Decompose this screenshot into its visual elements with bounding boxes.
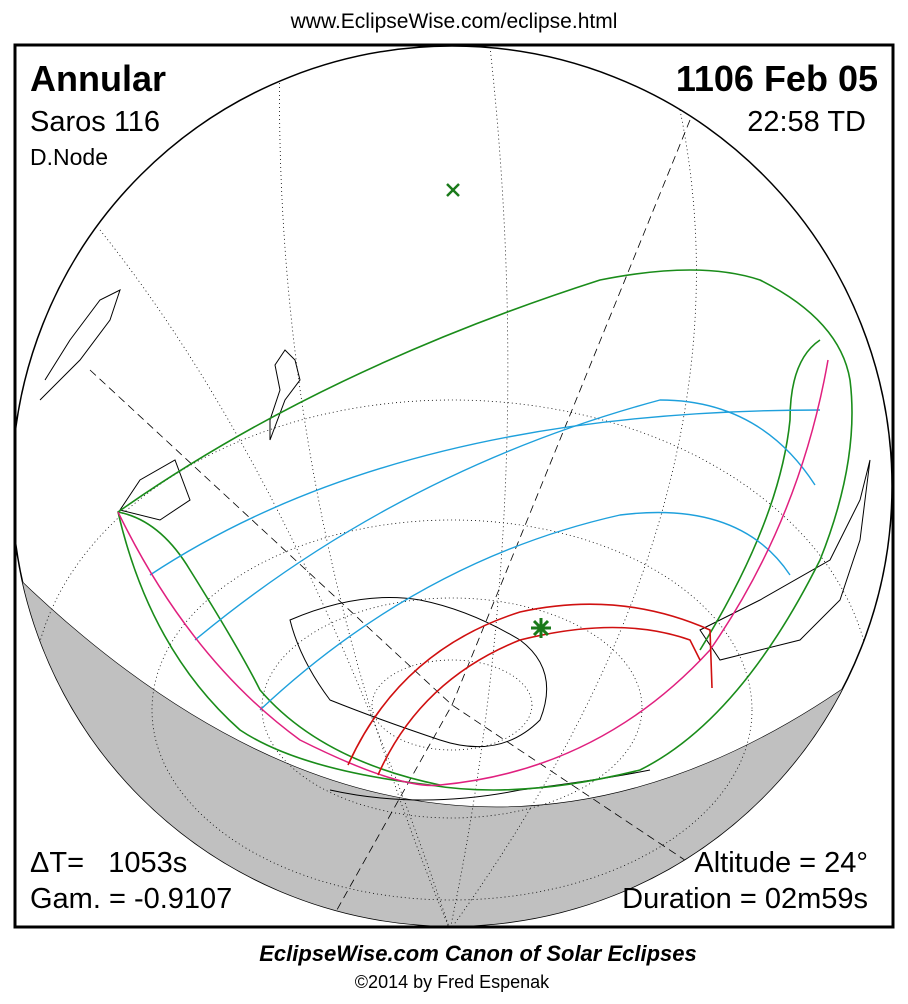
path-limit [377, 626, 701, 776]
date: 1106 Feb 05 [676, 58, 878, 99]
max-eclipse-limit [117, 359, 829, 787]
frame [13, 43, 895, 929]
altitude: Altitude = 24° [694, 847, 868, 879]
delta-t: ΔT= 1053s [30, 847, 187, 879]
rise-set-curve [699, 339, 821, 651]
url: www.EclipseWise.com/eclipse.html [290, 10, 618, 33]
footer-title: EclipseWise.com Canon of Solar Eclipses [259, 941, 697, 966]
gamma: Gam. = -0.9107 [30, 883, 232, 915]
saros: Saros 116 [30, 106, 160, 138]
penumbra-limit [117, 269, 853, 791]
penumbral-magnitude [259, 511, 791, 711]
penumbral-magnitude [149, 409, 821, 576]
greatest-eclipse [531, 618, 551, 638]
subsolar-point [446, 183, 460, 197]
path-limit [347, 603, 713, 766]
eclipse-type: Annular [30, 58, 166, 99]
node: D.Node [30, 144, 108, 170]
duration: Duration = 02m59s [622, 883, 868, 915]
time: 22:58 TD [747, 106, 866, 138]
penumbral-magnitude [194, 399, 816, 641]
copyright: ©2014 by Fred Espenak [355, 972, 550, 992]
